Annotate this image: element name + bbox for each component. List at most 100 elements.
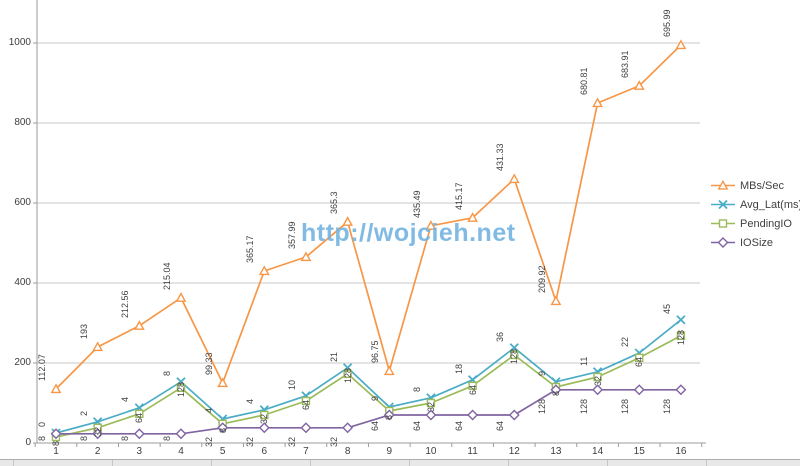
data-label-iosize: 64 bbox=[495, 420, 506, 431]
data-label-avg-lat-ms-: 45 bbox=[661, 303, 672, 314]
data-label-iosize: 8 bbox=[37, 435, 47, 441]
data-label-avg-lat-ms-: 18 bbox=[453, 363, 464, 374]
data-label-avg-lat-ms-: 4 bbox=[245, 398, 256, 404]
x-axis-category-label: 3 bbox=[136, 446, 143, 457]
data-label-iosize: 32 bbox=[328, 436, 339, 447]
watermark: http://wojcieh.net bbox=[301, 219, 516, 247]
cell-border bbox=[508, 460, 509, 466]
legend-item-mbs-sec: MBs/Sec bbox=[710, 176, 800, 195]
x-marker-icon bbox=[711, 199, 735, 210]
x-axis-category-label: 8 bbox=[344, 446, 351, 457]
series-pendingio bbox=[51, 331, 686, 442]
data-label-pendingio: 128 bbox=[175, 381, 186, 397]
cell-border bbox=[211, 460, 212, 466]
x-axis-category-label: 12 bbox=[508, 446, 520, 457]
data-label-iosize: 64 bbox=[370, 420, 381, 431]
x-axis-category-label: 2 bbox=[94, 446, 101, 457]
data-label-mbs-sec: 212.56 bbox=[120, 290, 131, 318]
data-label-pendingio: 32 bbox=[425, 401, 436, 412]
data-label-mbs-sec: 365.17 bbox=[245, 235, 256, 263]
x-axis-category-label: 14 bbox=[592, 446, 604, 457]
data-label-iosize: 128 bbox=[661, 398, 672, 414]
data-label-pendingio: 128 bbox=[509, 348, 520, 364]
series-iosize bbox=[50, 384, 687, 440]
data-label-iosize: 32 bbox=[203, 436, 214, 447]
triangle-marker-icon bbox=[711, 180, 735, 190]
y-axis-tick-label: 800 bbox=[14, 117, 31, 128]
legend-label: PendingIO bbox=[740, 217, 792, 230]
x-axis-category-label: 6 bbox=[261, 446, 268, 457]
y-axis-tick-label: 400 bbox=[14, 277, 31, 288]
data-label-pendingio: 8 bbox=[384, 414, 395, 420]
data-label-mbs-sec: 695.99 bbox=[661, 9, 672, 37]
y-axis-tick-label: 1000 bbox=[8, 37, 31, 48]
data-label-iosize: 64 bbox=[411, 420, 422, 431]
data-label-pendingio: 32 bbox=[92, 426, 103, 437]
data-label-mbs-sec: 415.17 bbox=[453, 182, 464, 210]
data-label-mbs-sec: 683.91 bbox=[620, 50, 631, 78]
data-label-avg-lat-ms-: 8 bbox=[411, 386, 422, 392]
data-label-pendingio: 32 bbox=[592, 375, 603, 386]
x-axis-category-label: 1 bbox=[53, 446, 59, 457]
x-axis-category-label: 4 bbox=[178, 446, 184, 457]
data-label-iosize: 64 bbox=[453, 420, 464, 431]
data-label-pendingio: 8 bbox=[550, 390, 561, 396]
data-label-mbs-sec: 112.07 bbox=[37, 354, 47, 381]
data-label-pendingio: 128 bbox=[675, 329, 686, 345]
y-axis-tick-label: 600 bbox=[14, 197, 31, 208]
data-label-avg-lat-ms-: 9 bbox=[370, 395, 381, 401]
cell-border bbox=[13, 460, 14, 466]
data-label-iosize: 8 bbox=[78, 435, 89, 441]
data-label-iosize: 128 bbox=[620, 398, 631, 414]
x-axis-category-label: 9 bbox=[386, 446, 393, 457]
gridlines bbox=[37, 42, 700, 364]
data-label-avg-lat-ms-: 36 bbox=[495, 331, 506, 342]
data-label-pendingio: 32 bbox=[259, 413, 270, 424]
y-axis-tick-label: 0 bbox=[25, 437, 31, 448]
cell-border bbox=[706, 460, 707, 466]
cell-border bbox=[409, 460, 410, 466]
series-mbs-sec bbox=[50, 39, 687, 394]
data-label-avg-lat-ms-: 4 bbox=[203, 407, 214, 413]
legend-label: IOSize bbox=[740, 236, 774, 249]
data-label-iosize: 128 bbox=[578, 398, 589, 414]
data-label-mbs-sec: 435.49 bbox=[411, 190, 422, 218]
axes bbox=[33, 0, 706, 447]
data-label-mbs-sec: 680.81 bbox=[578, 67, 589, 95]
data-label-pendingio: 64 bbox=[467, 384, 478, 395]
x-axis-category-label: 15 bbox=[633, 446, 645, 457]
data-label-mbs-sec: 365.3 bbox=[328, 191, 339, 214]
data-label-pendingio: 64 bbox=[634, 356, 645, 367]
chart-legend: MBs/Sec Avg_Lat(ms) PendingIO IOSize bbox=[710, 176, 800, 252]
data-label-mbs-sec: 357.99 bbox=[286, 221, 297, 249]
data-label-avg-lat-ms-: 9 bbox=[536, 370, 547, 376]
x-axis-category-label: 5 bbox=[219, 446, 226, 457]
data-label-mbs-sec: 431.33 bbox=[495, 143, 506, 171]
data-label-mbs-sec: 215.04 bbox=[161, 262, 172, 290]
legend-label: MBs/Sec bbox=[740, 179, 785, 192]
diamond-marker-icon bbox=[711, 237, 735, 248]
data-label-avg-lat-ms-: 11 bbox=[578, 356, 589, 366]
data-label-mbs-sec: 99.33 bbox=[203, 352, 214, 375]
legend-item-pendingio: PendingIO bbox=[710, 214, 800, 233]
data-label-pendingio: 8 bbox=[217, 427, 228, 433]
cell-border bbox=[112, 460, 113, 466]
x-axis-category-label: 13 bbox=[550, 446, 562, 457]
data-label-mbs-sec: 193 bbox=[78, 323, 89, 339]
data-label-iosize: 32 bbox=[286, 436, 297, 447]
data-label-iosize: 8 bbox=[120, 435, 131, 441]
data-label-iosize: 128 bbox=[536, 398, 547, 414]
cell-border bbox=[607, 460, 608, 466]
x-axis-category-label: 10 bbox=[425, 446, 437, 457]
x-axis-category-label: 7 bbox=[303, 446, 309, 457]
square-marker-icon bbox=[711, 219, 735, 228]
data-label-mbs-sec: 96.75 bbox=[370, 340, 381, 363]
data-label-pendingio: 8 bbox=[51, 440, 61, 446]
spreadsheet-row-strip bbox=[0, 459, 800, 466]
data-label-pendingio: 64 bbox=[134, 412, 145, 423]
data-label-avg-lat-ms-: 2 bbox=[78, 410, 89, 416]
data-label-avg-lat-ms-: 10 bbox=[286, 379, 297, 390]
